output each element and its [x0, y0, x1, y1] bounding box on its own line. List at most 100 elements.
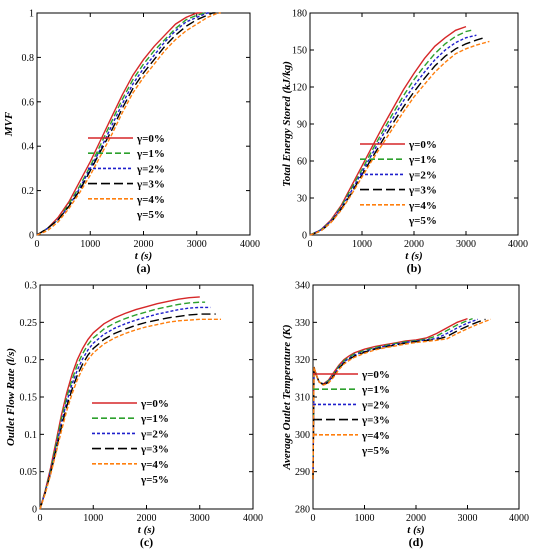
legend-label: γ=1%: [361, 384, 390, 396]
y-tick-label: 30: [297, 194, 307, 205]
x-tick-label: 3000: [190, 513, 210, 524]
series-line: [309, 40, 490, 236]
legend-label: γ=2%: [408, 169, 437, 181]
x-tick-label: 0: [311, 513, 316, 524]
legend-label: γ=0%: [136, 133, 165, 145]
legend-label: γ=1%: [408, 154, 437, 166]
x-tick-label: 2000: [134, 239, 154, 250]
x-tick-label: 0: [35, 239, 40, 250]
x-tick-label: 3000: [187, 239, 207, 250]
legend-label: γ=2%: [136, 163, 165, 175]
y-axis-title: Outlet Flow Rate (l/s): [5, 348, 17, 446]
panel-a: 0 1000 2000 3000 4000 0 0.2 0.4 0.6 0.8 1 γ=0% γ=1% γ…: [3, 9, 260, 276]
series-line: [36, 12, 216, 236]
x-axis-title: t (s): [135, 250, 152, 262]
y-tick-label: 180: [292, 9, 307, 20]
panel-d: 0 1000 2000 3000 4000 280 290 300 310 320 330 340 γ=…: [281, 281, 529, 550]
y-tick-label: 0.2: [25, 355, 38, 366]
x-tick-label: 2000: [406, 513, 426, 524]
y-tick-label: 90: [297, 120, 307, 131]
y-tick-label: 320: [295, 355, 310, 366]
series-line: [312, 317, 468, 480]
y-axis-title: Average Outlet Temperature (K): [281, 324, 293, 470]
series-line: [39, 313, 216, 510]
legend-label: γ=0%: [408, 139, 437, 151]
series-line: [36, 12, 208, 236]
y-tick-label: 60: [297, 157, 307, 168]
series-line: [36, 12, 211, 236]
x-axis-title: t (s): [405, 250, 422, 262]
y-tick-label: 310: [295, 393, 310, 404]
series-line: [312, 318, 486, 480]
series-line: [36, 12, 221, 236]
plot-frame: [312, 284, 520, 510]
legend-label: γ=5%: [361, 445, 390, 457]
series-line: [39, 318, 221, 510]
x-tick-label: 1000: [80, 239, 100, 250]
panel-label: (d): [409, 535, 424, 549]
y-tick-label: 340: [295, 281, 310, 292]
legend-label: γ=4%: [136, 194, 165, 206]
legend-label: γ=2%: [140, 428, 169, 440]
x-tick-label: 4000: [243, 513, 263, 524]
series-line: [309, 25, 467, 236]
legend-label: γ=3%: [361, 415, 390, 427]
y-tick-label: 330: [295, 318, 310, 329]
x-tick-label: 0: [308, 239, 313, 250]
legend-label: γ=4%: [408, 200, 437, 212]
y-tick-label: 0.3: [25, 281, 38, 292]
y-tick-label: 0.4: [22, 142, 35, 153]
legend-label: γ=2%: [361, 399, 390, 411]
x-tick-label: 1000: [83, 513, 103, 524]
legend-label: γ=5%: [136, 209, 165, 221]
x-tick-label: 4000: [508, 239, 528, 250]
y-tick-label: 1: [29, 9, 34, 20]
legend-label: γ=1%: [136, 148, 165, 160]
y-axis-title: Total Energy Stored (kJ/kg): [281, 61, 293, 187]
x-axis-title: t (s): [138, 524, 155, 536]
x-tick-label: 1000: [355, 513, 375, 524]
y-tick-label: 0.25: [20, 318, 38, 329]
y-tick-label: 0: [29, 231, 34, 242]
y-tick-label: 0.2: [22, 186, 35, 197]
panel-b: 0 1000 2000 3000 4000 0 30 60 90 120 150 180 γ=0% γ=1…: [281, 9, 528, 276]
legend-label: γ=0%: [140, 398, 169, 410]
y-tick-label: 150: [292, 46, 307, 57]
y-tick-label: 300: [295, 430, 310, 441]
y-axis-title: MVF: [3, 111, 15, 137]
x-tick-label: 0: [38, 513, 43, 524]
x-tick-label: 4000: [509, 513, 529, 524]
x-tick-label: 3000: [458, 513, 478, 524]
legend-label: γ=5%: [408, 215, 437, 227]
y-tick-label: 0.15: [20, 393, 38, 404]
y-tick-label: 0.05: [20, 467, 38, 478]
legend-label: γ=3%: [140, 444, 169, 456]
x-tick-label: 2000: [137, 513, 157, 524]
x-tick-label: 4000: [240, 239, 260, 250]
legend-label: γ=5%: [140, 474, 169, 486]
y-tick-label: 280: [295, 505, 310, 516]
legend-label: γ=4%: [361, 430, 390, 442]
y-tick-label: 0.8: [22, 53, 35, 64]
y-tick-label: 0: [32, 505, 37, 516]
legend-label: γ=3%: [408, 185, 437, 197]
y-tick-label: 120: [292, 83, 307, 94]
x-tick-label: 1000: [352, 239, 372, 250]
panel-label: (c): [140, 535, 153, 549]
x-tick-label: 3000: [456, 239, 476, 250]
y-tick-label: 0.6: [22, 97, 35, 108]
legend-label: γ=1%: [140, 413, 169, 425]
series-line: [309, 37, 485, 236]
panel-c: 0 1000 2000 3000 4000 0 0.05 0.1 0.15 0.2 0.25 0.3 γ…: [5, 281, 263, 550]
series-line: [39, 296, 200, 510]
series-line: [39, 306, 211, 510]
legend-label: γ=4%: [140, 459, 169, 471]
panel-label: (b): [407, 261, 422, 275]
series-line: [309, 34, 477, 236]
legend-label: γ=0%: [361, 369, 390, 381]
legend-label: γ=3%: [136, 179, 165, 191]
series-line: [39, 301, 206, 510]
y-tick-label: 0: [302, 231, 307, 242]
x-axis-title: t (s): [407, 524, 424, 536]
